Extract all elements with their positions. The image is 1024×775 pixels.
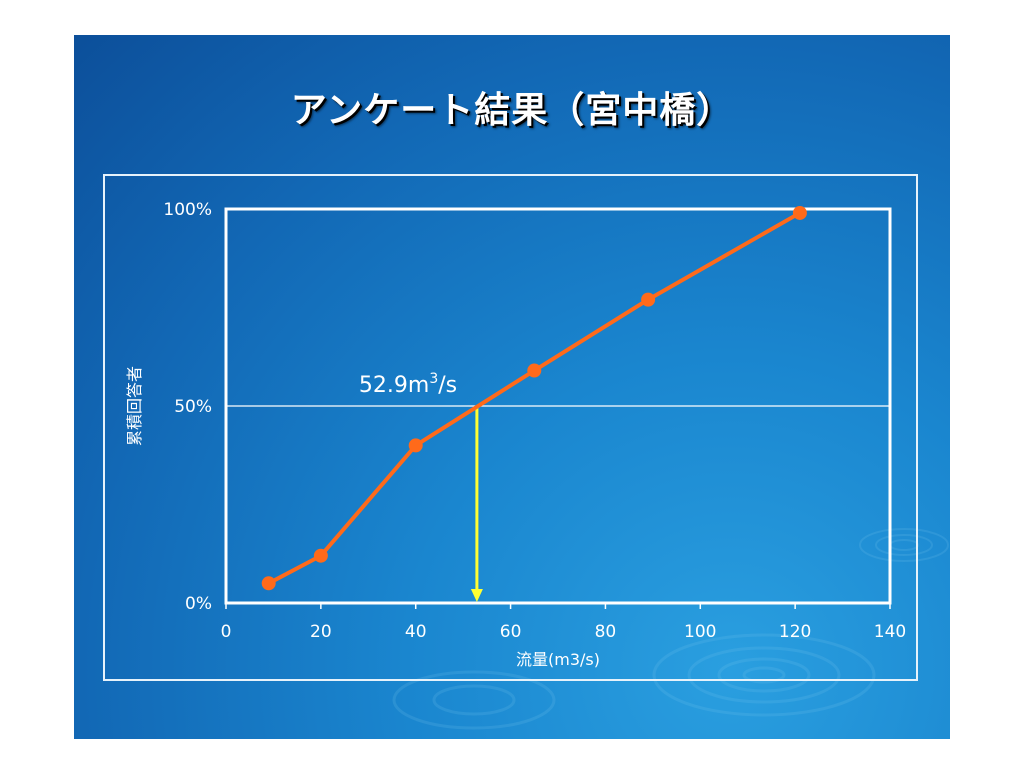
annotation-unit: /s	[438, 373, 457, 398]
x-tick-label: 120	[779, 622, 811, 642]
data-point	[408, 438, 423, 453]
y-tick-label: 0%	[185, 594, 212, 614]
series-line	[267, 211, 801, 586]
annotation-arrow-head	[470, 589, 483, 602]
chart-frame	[103, 174, 918, 681]
x-tick-label: 140	[874, 622, 906, 642]
slide-title: アンケート結果（宮中橋）	[290, 90, 734, 131]
x-axis-ticks: 0 20 40 60 80 100 120 140	[221, 603, 906, 642]
data-point	[261, 576, 276, 591]
annotation-label: 52.9m3/s	[359, 371, 457, 398]
x-tick-label: 0	[221, 622, 232, 642]
y-axis-ticks: 0% 50% 100%	[163, 200, 212, 614]
data-point	[641, 292, 656, 307]
ripple-decoration	[392, 528, 949, 730]
y-tick-label: 100%	[163, 200, 212, 220]
slide-background: アンケート結果（宮中橋） 0% 50% 100% 0 20 40 60 80 100 120 14…	[74, 35, 950, 739]
chart: 0% 50% 100% 0 20 40 60 80 100 120 140 流量(m3/s) 累積…	[103, 174, 949, 730]
y-tick-label: 50%	[174, 397, 212, 417]
x-tick-label: 60	[500, 622, 522, 642]
data-point	[792, 205, 807, 220]
annotation-superscript: 3	[429, 371, 438, 387]
data-point	[527, 363, 542, 378]
plot-area	[224, 205, 892, 605]
x-tick-label: 100	[684, 622, 716, 642]
x-axis-title: 流量(m3/s)	[516, 650, 600, 669]
x-tick-label: 20	[310, 622, 332, 642]
y-axis-title: 累積回答者	[125, 366, 144, 446]
x-tick-label: 40	[405, 622, 427, 642]
annotation-value: 52.9m	[359, 373, 429, 398]
data-point	[313, 548, 328, 563]
x-tick-label: 80	[595, 622, 617, 642]
